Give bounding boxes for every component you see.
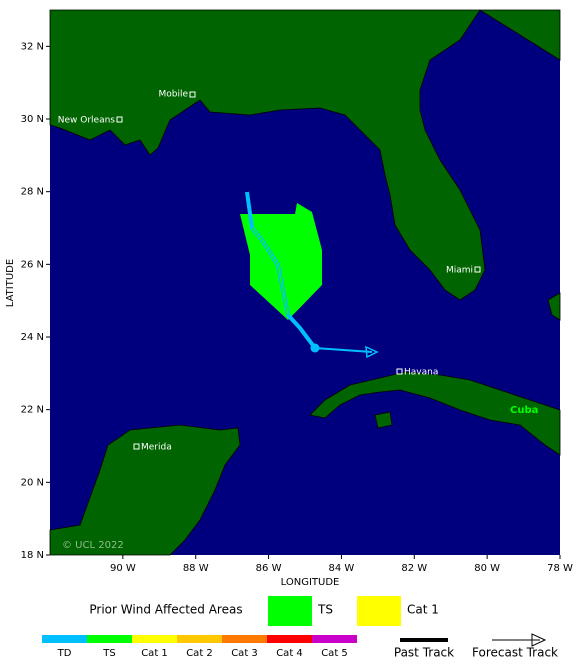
us-coast bbox=[49, 9, 561, 301]
x-tick-label: 80 W bbox=[474, 563, 500, 574]
scale-swatch bbox=[222, 635, 267, 643]
x-tick-label: 90 W bbox=[110, 563, 136, 574]
cuba bbox=[309, 371, 561, 456]
past-track-ts bbox=[251, 227, 289, 316]
y-tick-label: 20 N bbox=[21, 477, 44, 488]
city-marker bbox=[474, 266, 481, 273]
city-label: Miami bbox=[446, 266, 473, 276]
city-label: New Orleans bbox=[58, 116, 116, 126]
x-tick-label: 78 W bbox=[547, 563, 573, 574]
y-tick-label: 26 N bbox=[21, 259, 44, 270]
x-tick-label: 88 W bbox=[183, 563, 209, 574]
city-marker bbox=[189, 91, 196, 98]
x-tick-label: 82 W bbox=[401, 563, 427, 574]
x-tick-label: 84 W bbox=[329, 563, 355, 574]
scale-label: Cat 4 bbox=[276, 648, 303, 659]
scale-swatch bbox=[177, 635, 222, 643]
city-marker bbox=[116, 116, 123, 123]
isle-of-youth bbox=[374, 411, 393, 429]
city-label: Havana bbox=[404, 368, 438, 378]
x-tick-label: 86 W bbox=[256, 563, 282, 574]
scale-label: TS bbox=[102, 648, 115, 659]
legend-swatch bbox=[268, 596, 312, 626]
city-marker bbox=[396, 368, 403, 375]
legend-label: Cat 1 bbox=[407, 603, 439, 617]
y-tick-label: 32 N bbox=[21, 41, 44, 52]
forecast-arrow bbox=[365, 345, 379, 359]
city-label: Mobile bbox=[158, 90, 188, 100]
y-tick-label: 28 N bbox=[21, 187, 44, 198]
scale-swatch bbox=[132, 635, 177, 643]
storm-position bbox=[310, 343, 320, 353]
y-tick-label: 30 N bbox=[21, 114, 44, 125]
y-tick-label: 22 N bbox=[21, 405, 44, 416]
scale-swatch bbox=[267, 635, 312, 643]
scale-swatch bbox=[312, 635, 357, 643]
scale-label: Cat 2 bbox=[186, 648, 213, 659]
bahamas bbox=[547, 292, 561, 321]
yucatan bbox=[49, 424, 241, 556]
scale-label: Cat 3 bbox=[231, 648, 258, 659]
y-tick-label: 18 N bbox=[21, 550, 44, 561]
legend-label: Past Track bbox=[394, 646, 454, 660]
copyright: © UCL 2022 bbox=[62, 540, 124, 551]
wind-area-ts bbox=[240, 203, 322, 320]
legend-forecast-arrow bbox=[531, 633, 547, 647]
legend-label: Forecast Track bbox=[472, 646, 558, 660]
scale-label: TD bbox=[57, 648, 72, 659]
city-marker bbox=[133, 443, 140, 450]
scale-swatch bbox=[87, 635, 132, 643]
city-label: Merida bbox=[141, 443, 172, 453]
country-label: Cuba bbox=[510, 405, 538, 416]
scale-swatch bbox=[42, 635, 87, 643]
legend-swatch bbox=[357, 596, 401, 626]
forecast-track bbox=[314, 347, 373, 353]
legend-label: TS bbox=[317, 603, 333, 617]
scale-label: Cat 5 bbox=[321, 648, 348, 659]
y-axis-label: LATITUDE bbox=[5, 259, 16, 307]
legend-title: Prior Wind Affected Areas bbox=[89, 603, 242, 617]
y-tick-label: 24 N bbox=[21, 332, 44, 343]
x-axis-label: LONGITUDE bbox=[281, 577, 340, 588]
scale-label: Cat 1 bbox=[141, 648, 168, 659]
